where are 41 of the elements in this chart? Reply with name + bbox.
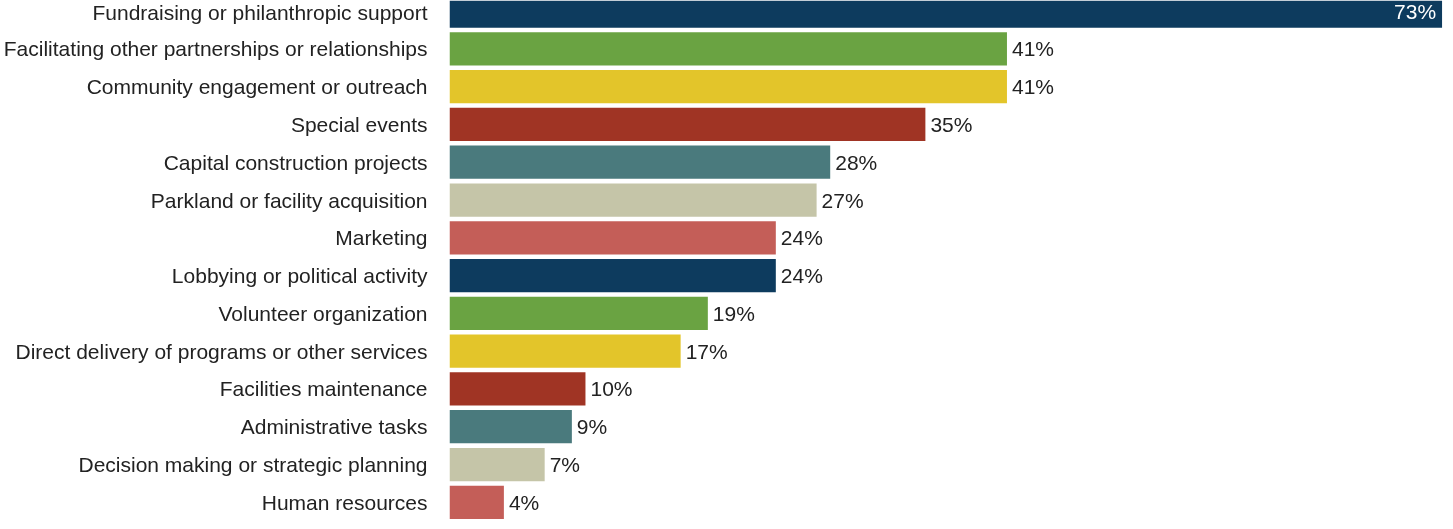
bar [449,221,776,255]
y-tick-label: Direct delivery of programs or other services [15,339,428,363]
data-label: 73% [1394,0,1437,23]
bar [449,447,545,482]
data-label: 10% [590,377,633,401]
data-label: 27% [821,188,864,212]
data-label: 17% [685,339,728,363]
data-label: 7% [549,453,581,477]
bar [449,296,708,330]
bar [449,107,926,142]
data-label: 9% [576,415,608,439]
y-tick-label: Facilities maintenance [219,377,428,401]
bar [449,145,831,179]
data-label: 19% [712,301,755,325]
bar [449,183,817,217]
bar [449,70,1007,104]
y-tick-label: Special events [290,112,428,136]
y-tick-label: Parkland or facility acquisition [150,188,428,212]
y-tick-label: Human resources [261,490,428,514]
bar [449,485,504,519]
y-tick-label: Marketing [335,226,428,250]
y-tick-label: Capital construction projects [163,150,428,174]
data-label: 41% [1011,75,1054,99]
y-tick-label: Community engagement or outreach [86,75,428,99]
bar [449,334,681,368]
data-label: 28% [835,150,878,174]
bar [449,258,776,293]
bar [449,32,1007,66]
y-tick-label: Fundraising or philanthropic support [92,0,428,24]
data-label: 41% [1011,37,1054,61]
y-tick-label: Lobbying or political activity [171,264,428,288]
y-tick-label: Facilitating other partnerships or relationships [3,37,428,61]
y-tick-label: Volunteer organization [218,301,428,325]
y-tick-label: Administrative tasks [240,415,428,439]
bar [449,410,572,444]
y-tick-label: Decision making or strategic planning [78,453,428,477]
data-label: 35% [930,112,973,136]
data-label: 24% [780,264,823,288]
data-label: 4% [508,490,540,514]
data-label: 24% [780,226,823,250]
bar [449,372,586,406]
